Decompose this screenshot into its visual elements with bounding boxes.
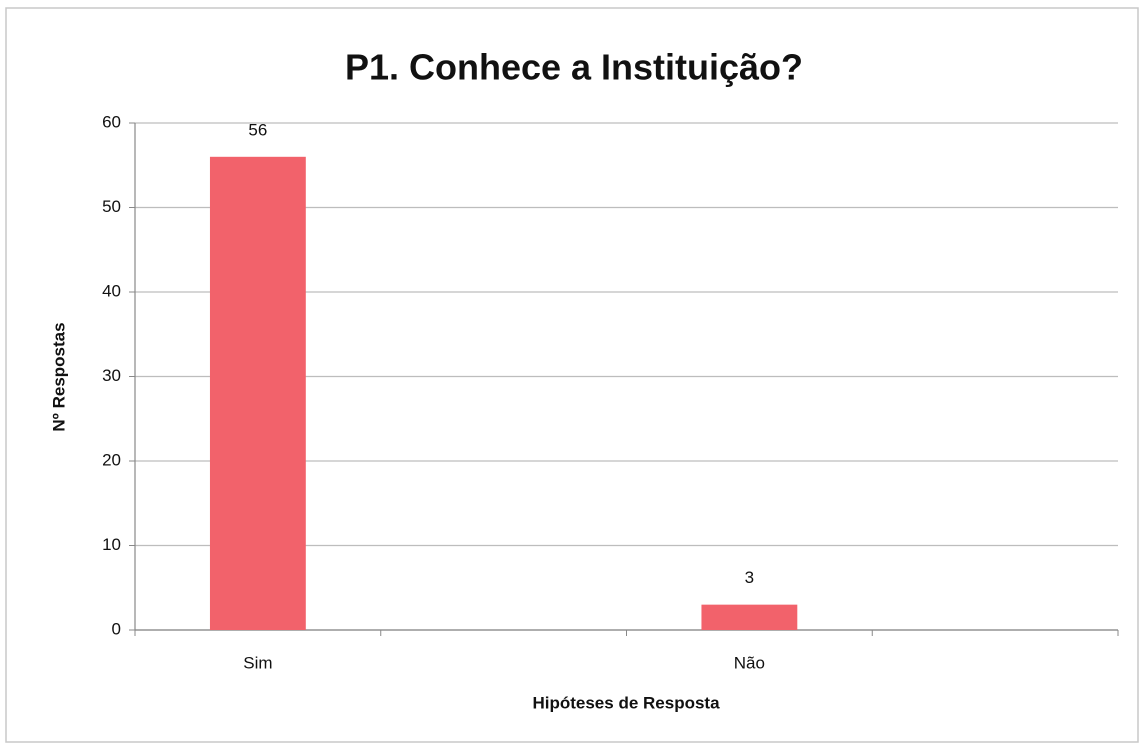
x-axis-label: Hipóteses de Resposta xyxy=(532,693,720,712)
data-label: 56 xyxy=(248,120,267,139)
x-tick-label: Não xyxy=(734,653,765,672)
chart-frame xyxy=(5,7,1139,743)
y-axis-label: Nº Respostas xyxy=(49,322,68,431)
y-tick-label: 50 xyxy=(102,197,121,216)
bar xyxy=(209,156,306,631)
y-tick-label: 20 xyxy=(102,450,121,469)
y-tick-label: 30 xyxy=(102,366,121,385)
y-tick-label: 10 xyxy=(102,535,121,554)
chart-title: P1. Conhece a Instituição? xyxy=(345,47,803,88)
bar xyxy=(701,604,798,630)
y-tick-label: 0 xyxy=(112,619,121,638)
data-label: 3 xyxy=(745,568,754,587)
y-tick-label: 40 xyxy=(102,281,121,300)
x-tick-label: Sim xyxy=(243,653,272,672)
y-tick-label: 60 xyxy=(102,112,121,131)
